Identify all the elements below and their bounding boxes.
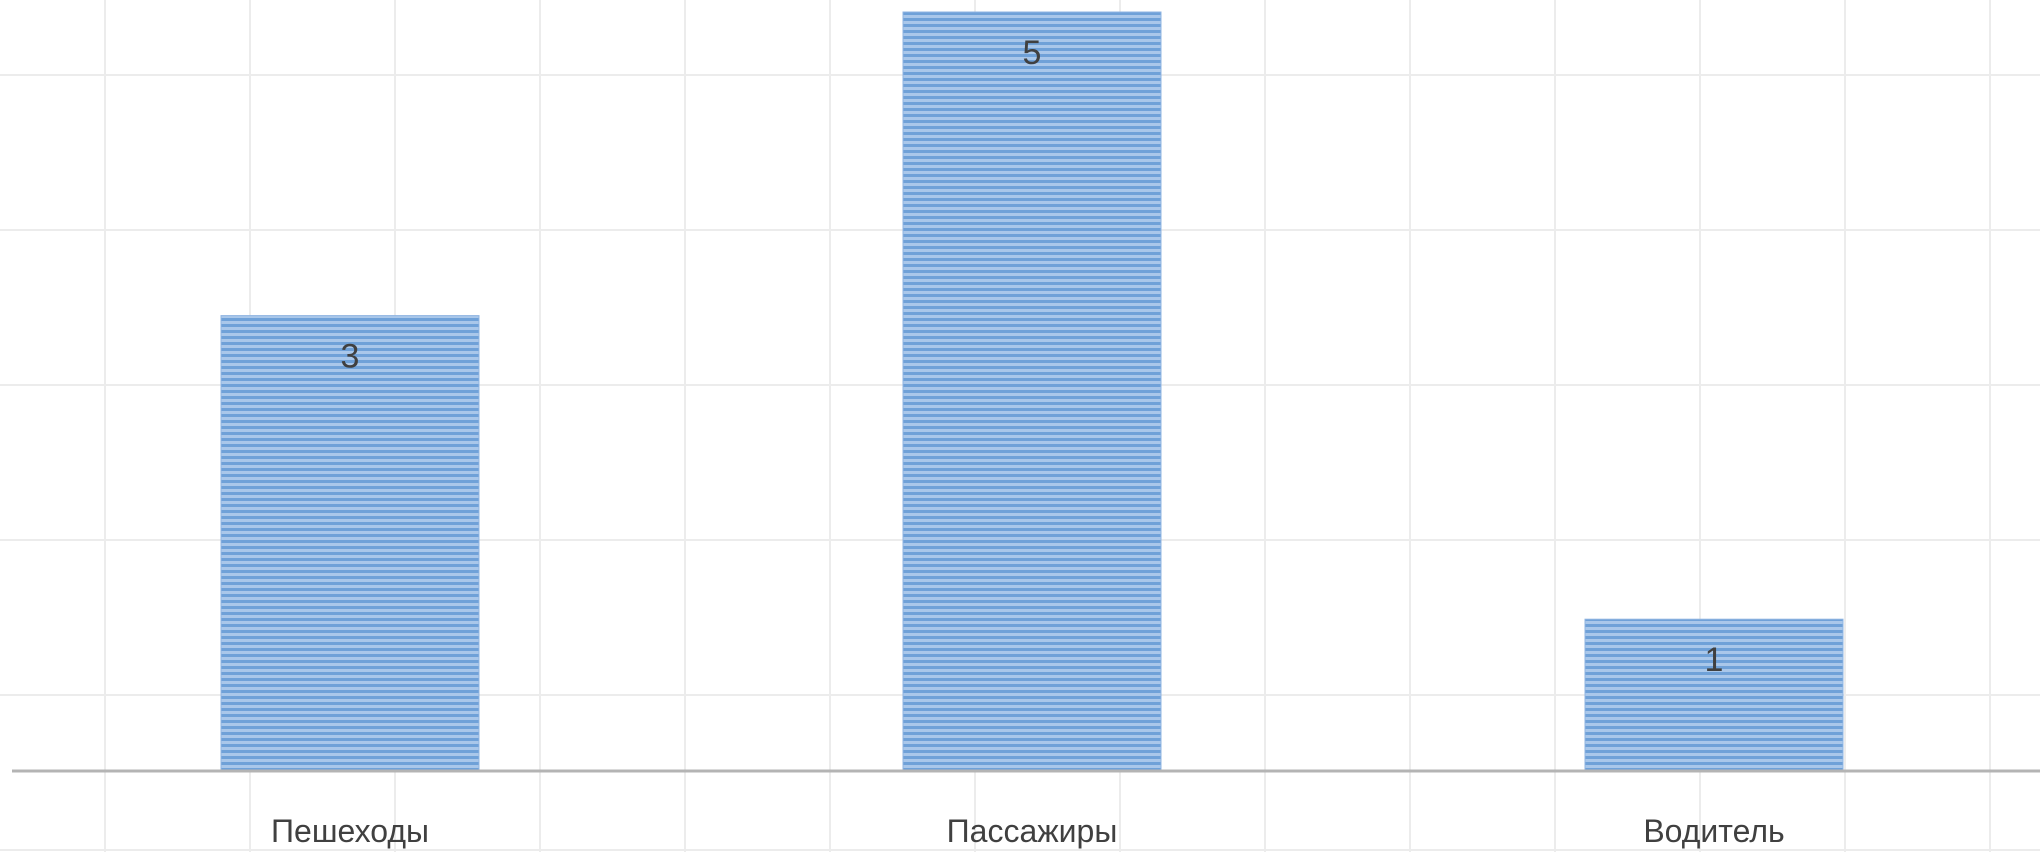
bar-value-label: 3: [341, 338, 360, 376]
bar-value-label: 1: [1705, 641, 1724, 679]
data-labels-group: 3 5 1: [341, 34, 1724, 679]
bar: [902, 11, 1162, 772]
category-label: Пассажиры: [947, 813, 1118, 849]
category-labels-group: Пешеходы Пассажиры Водитель: [271, 813, 1785, 849]
bar: [1584, 618, 1844, 772]
bars-group: [220, 11, 1844, 772]
bar: [220, 315, 480, 772]
category-label: Водитель: [1643, 813, 1784, 849]
category-label: Пешеходы: [271, 813, 429, 849]
bar-value-label: 5: [1023, 34, 1042, 72]
